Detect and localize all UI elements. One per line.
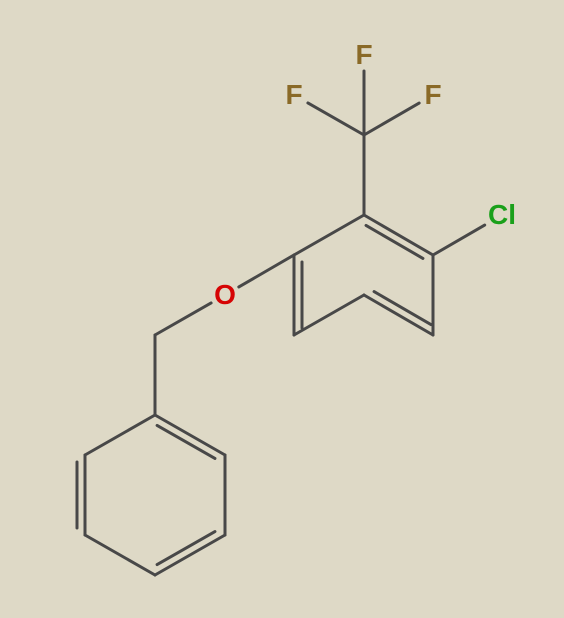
atom-label-F3: F (424, 81, 441, 109)
atom-label-Cl: Cl (488, 201, 516, 229)
bond-layer (0, 0, 564, 618)
atom-label-O: O (214, 281, 236, 309)
molecule-canvas: O Cl F F F (0, 0, 564, 618)
atom-label-F2: F (285, 81, 302, 109)
atom-label-F1: F (355, 41, 372, 69)
